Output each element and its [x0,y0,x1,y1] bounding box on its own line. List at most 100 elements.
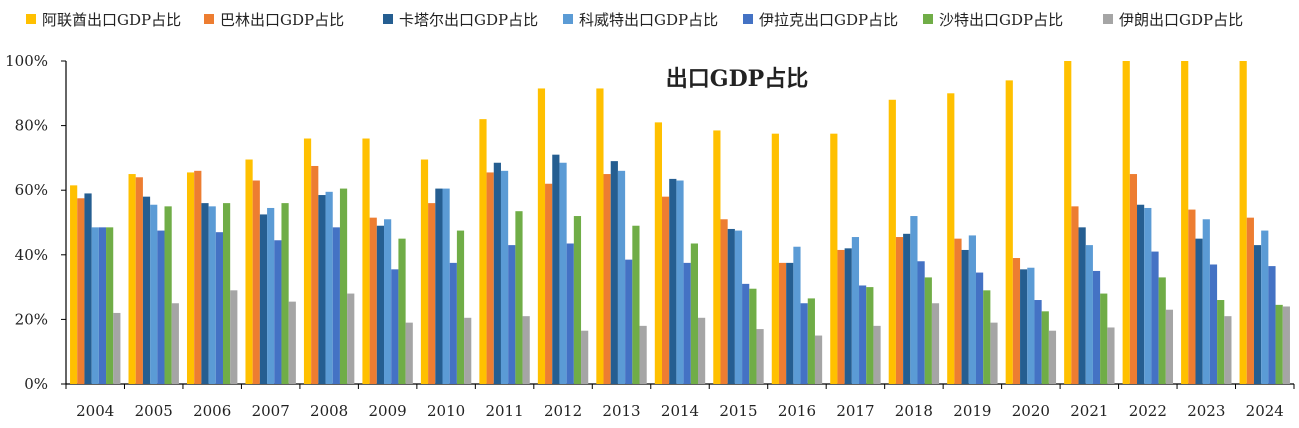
bar [252,180,260,384]
x-tick-label: 2015 [719,402,757,420]
x-tick-label: 2016 [778,402,816,420]
bar [311,165,319,384]
x-tick-label: 2014 [661,402,699,420]
bar [113,312,121,384]
bar [164,206,172,384]
bar [1012,258,1021,384]
legend-swatch [204,14,214,24]
legend-label: 伊朗出口GDP占比 [1119,11,1243,29]
bar [259,214,268,384]
bar [990,322,998,384]
bar [194,170,202,384]
bar [464,317,472,384]
y-tick-label: 100% [5,52,48,70]
bar [749,288,757,384]
bar [698,317,706,384]
x-tick-label: 2008 [310,402,348,420]
bar [931,303,940,384]
x-tick-label: 2013 [602,402,640,420]
legend-label: 阿联酋出口GDP占比 [42,11,181,29]
y-tick-label: 60% [15,181,48,199]
y-tick-label: 80% [15,117,48,135]
x-tick-label: 2006 [193,402,231,420]
bar [325,191,333,384]
legend-label: 科威特出口GDP占比 [579,11,718,29]
bar [1181,61,1189,384]
bar [954,238,962,384]
bar [1100,293,1108,384]
bar [778,262,787,384]
bar [734,230,743,384]
x-tick-label: 2021 [1070,402,1108,420]
bar [903,233,911,384]
bar [1195,238,1203,384]
bar [479,119,487,384]
bar [654,122,662,385]
bar [814,335,823,384]
bar [727,228,735,384]
bar [245,159,253,384]
bar [230,290,238,384]
bar [1122,61,1130,384]
bar [603,174,611,384]
x-tick-label: 2011 [485,402,523,420]
legend-label: 伊拉克出口GDP占比 [759,11,898,29]
bar [632,225,640,384]
bar [91,227,99,384]
bar [873,325,881,384]
bar [1034,300,1042,384]
bar [910,216,918,384]
bar [1282,306,1290,384]
legend-swatch [563,14,573,24]
bar [683,262,691,384]
legend-swatch [1103,14,1113,24]
bar [98,227,107,384]
bar [442,188,450,384]
bar [851,237,860,384]
bar [391,269,399,384]
bar [866,287,874,384]
bar [486,172,494,384]
bar [573,216,582,384]
bar [917,261,925,384]
bar [837,249,845,384]
bar [1048,330,1057,384]
bar [566,243,574,384]
bar [281,203,289,384]
bar [1246,217,1254,384]
chart-title: 出口GDP占比 [666,66,808,92]
bar [888,99,896,384]
bar [1129,174,1138,384]
bar [800,303,808,384]
bar [493,162,501,384]
x-tick-label: 2005 [135,402,173,420]
bar [515,211,523,384]
bar [1188,209,1196,384]
bar [1085,245,1093,384]
bar [1268,266,1276,384]
bar [859,285,867,384]
bar [522,316,530,384]
bar [669,178,677,384]
bar [690,243,698,384]
bar [1064,61,1072,384]
y-tick-label: 0% [24,375,48,393]
bar [347,293,355,384]
bar [157,230,165,384]
bar [830,133,838,384]
bar [1041,311,1049,384]
bar [807,298,815,384]
bar [1253,245,1262,384]
bar [398,238,406,384]
bar [449,262,457,384]
bar [742,283,750,384]
bar [332,227,340,384]
bar [142,196,151,384]
bar [215,232,223,384]
legend-swatch [743,14,753,24]
legend-swatch [26,14,36,24]
bar [128,174,136,384]
bar [1071,206,1079,384]
bar [895,237,904,384]
bar [456,230,465,384]
